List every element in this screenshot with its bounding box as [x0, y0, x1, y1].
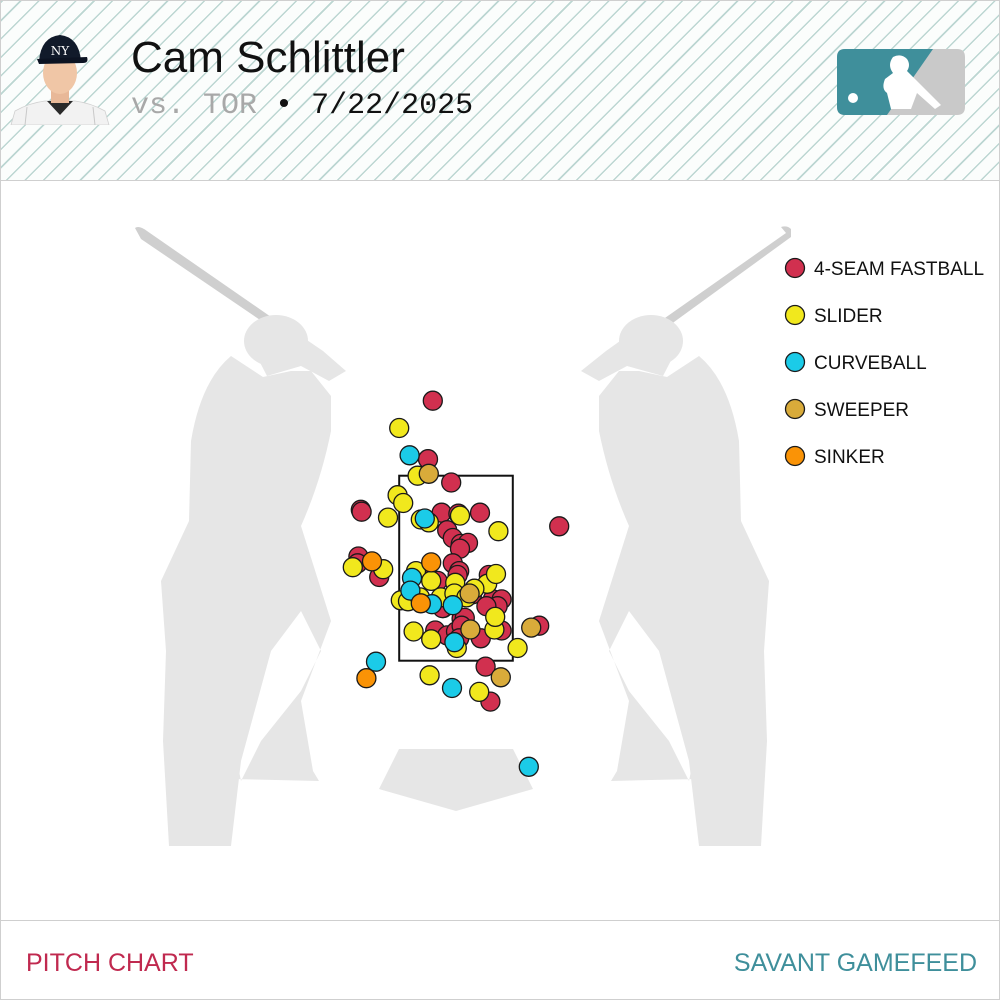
player-headshot-icon: NY	[10, 35, 110, 125]
pitch-point-curveball[interactable]	[399, 445, 420, 466]
mlb-logo-icon	[837, 49, 965, 115]
pitch-point-sinker[interactable]	[361, 551, 383, 572]
pitch-point-sweeper[interactable]	[460, 619, 481, 640]
footer: PITCH CHART SAVANT GAMEFEED	[1, 920, 999, 999]
pitch-point-slider[interactable]	[488, 521, 509, 542]
legend-swatch-curveball	[784, 351, 806, 373]
pitch-point-slider[interactable]	[469, 681, 490, 703]
pitch-point-slider[interactable]	[507, 637, 528, 659]
pitch-point-slider[interactable]	[419, 665, 440, 686]
legend-swatch-sinker	[784, 445, 806, 467]
pitch-point-sweeper[interactable]	[490, 667, 511, 688]
header: NY Cam Schlittler vs. TOR • 7/22/2025	[1, 1, 999, 181]
batter-silhouette-icon	[135, 227, 346, 846]
pitch-point-slider[interactable]	[421, 570, 442, 592]
pitch-point-curveball[interactable]	[444, 632, 465, 653]
pitch-point-curveball[interactable]	[414, 508, 435, 529]
legend-label-slider: SLIDER	[814, 306, 883, 327]
pitch-point-4-seam-fastball[interactable]	[351, 501, 372, 522]
pitch-point-slider[interactable]	[393, 492, 414, 514]
pitch-point-4-seam-fastball[interactable]	[549, 516, 570, 537]
savant-gamefeed-link[interactable]: SAVANT GAMEFEED	[733, 949, 977, 977]
pitch-point-slider[interactable]	[403, 621, 424, 642]
pitch-point-sinker[interactable]	[410, 593, 431, 614]
pitch-points	[342, 390, 570, 777]
chart-background	[135, 226, 791, 846]
pitch-point-curveball[interactable]	[441, 677, 463, 699]
opponent-label: vs. TOR	[131, 89, 258, 123]
legend: 4-SEAM FASTBALL SLIDER CURVEBALL SWEEPER SIN…	[784, 257, 984, 468]
player-name: Cam Schlittler	[131, 33, 405, 82]
pitch-chart-svg: 4-SEAM FASTBALL SLIDER CURVEBALL SWEEPER SIN…	[135, 226, 984, 846]
legend-label-sinker: SINKER	[814, 447, 885, 468]
pitch-point-4-seam-fastball[interactable]	[422, 390, 443, 411]
pitch-point-sinker[interactable]	[356, 668, 377, 689]
pitch-point-slider[interactable]	[342, 557, 363, 578]
legend-label-sweeper: SWEEPER	[814, 400, 909, 421]
home-plate-icon	[379, 749, 533, 811]
pitch-point-sweeper[interactable]	[418, 463, 439, 484]
legend-label-4-seam-fastball: 4-SEAM FASTBALL	[814, 259, 984, 280]
pitch-point-slider[interactable]	[485, 606, 506, 628]
pitch-point-curveball[interactable]	[365, 651, 387, 672]
pitch-chart: 4-SEAM FASTBALL SLIDER CURVEBALL SWEEPER SIN…	[1, 181, 999, 920]
pitch-point-slider[interactable]	[421, 629, 442, 650]
pitch-chart-label: PITCH CHART	[26, 949, 194, 977]
game-date: 7/22/2025	[311, 89, 474, 123]
pitch-point-4-seam-fastball[interactable]	[469, 502, 491, 523]
legend-swatch-4-seam-fastball	[784, 257, 806, 279]
pitch-point-slider[interactable]	[449, 505, 471, 526]
legend-label-curveball: CURVEBALL	[814, 353, 927, 374]
pitch-point-sweeper[interactable]	[459, 583, 480, 604]
pitch-point-slider[interactable]	[485, 563, 507, 585]
pitch-point-4-seam-fastball[interactable]	[475, 656, 496, 677]
legend-swatch-slider	[784, 304, 806, 326]
pitch-point-slider[interactable]	[377, 507, 399, 528]
pitch-point-curveball[interactable]	[442, 595, 463, 616]
batter-silhouette-icon	[581, 226, 791, 846]
pitch-point-sinker[interactable]	[421, 552, 442, 573]
pitch-point-curveball[interactable]	[518, 756, 539, 777]
pitch-point-sweeper[interactable]	[521, 617, 542, 638]
legend-swatch-sweeper	[784, 398, 806, 420]
pitch-point-slider[interactable]	[389, 417, 410, 439]
game-info: vs. TOR • 7/22/2025	[131, 89, 473, 123]
svg-text:NY: NY	[51, 44, 71, 58]
separator-dot: •	[275, 89, 294, 123]
pitch-point-4-seam-fastball[interactable]	[441, 472, 462, 493]
